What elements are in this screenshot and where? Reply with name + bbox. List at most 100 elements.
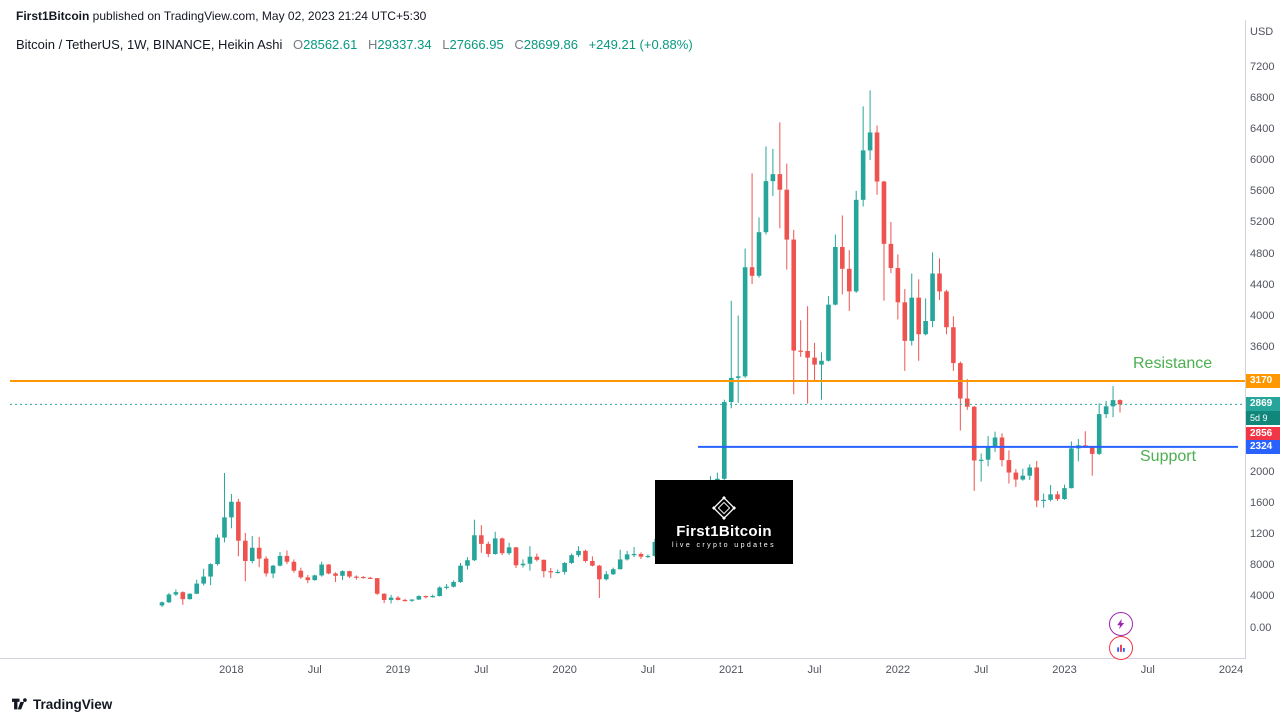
chart-stats-badge[interactable] (1109, 636, 1133, 660)
candle-body (617, 559, 623, 570)
tradingview-footer[interactable]: TradingView (12, 693, 112, 715)
candle-body (964, 398, 970, 407)
candle-body (402, 599, 408, 602)
candle-body (437, 587, 442, 597)
last-price-flag[interactable]: 2869 (1246, 397, 1280, 412)
candle-body (548, 571, 554, 573)
candle-body (902, 302, 908, 341)
candle-body (222, 517, 227, 538)
candle-body (249, 547, 255, 561)
candle-body (937, 273, 942, 292)
time-axis[interactable]: 2018 Jul 2019 Jul 2020 Jul 2021 Jul 2022 Jul 2023 J… (0, 658, 1246, 683)
candle-body (555, 571, 560, 574)
candle-body (180, 592, 186, 600)
candle-body (583, 550, 588, 561)
price-tick: 1200 (1250, 528, 1275, 540)
candle-body (520, 563, 526, 566)
candle-body (819, 360, 824, 365)
price-axis[interactable]: USD 7200 6800 6400 6000 5600 5200 4800 4400 4000… (1245, 20, 1280, 658)
candle-body (194, 583, 200, 594)
author-name: First1Bitcoin (16, 9, 90, 23)
candle-body (173, 592, 179, 595)
candle-body (485, 543, 491, 554)
candle-body (305, 577, 311, 581)
candle-body (860, 150, 866, 200)
candle-body (944, 291, 949, 328)
candle-body (256, 547, 262, 559)
symbol-legend[interactable]: Bitcoin / TetherUS, 1W, BINANCE, Heikin … (16, 37, 693, 52)
candle-body (971, 406, 977, 461)
candle-body (409, 599, 415, 601)
candle-body (527, 556, 533, 564)
time-tick: Jul (1140, 664, 1155, 676)
candle-body (347, 571, 352, 577)
candle-body (624, 554, 630, 560)
candle-body (923, 321, 928, 335)
candle-body (985, 446, 991, 460)
time-tick: 2020 (552, 664, 577, 676)
candle-body (263, 558, 269, 574)
time-tick: Jul (974, 664, 989, 676)
candle-body (243, 540, 248, 561)
price-tick: 1600 (1250, 496, 1275, 509)
heikin-ashi-candle-series[interactable] (159, 90, 1123, 607)
time-tick: 2021 (718, 664, 744, 676)
candle-body (1048, 494, 1053, 500)
price-tick: 4000 (1250, 590, 1275, 603)
diamond-logo-icon (711, 495, 737, 521)
open-label: O (293, 37, 304, 52)
candle-body (291, 561, 297, 571)
close-value: 28699.86 (523, 37, 578, 52)
candle-body (812, 357, 817, 365)
candle-body (1096, 414, 1102, 454)
candle-body (1013, 472, 1019, 480)
candle-body (381, 593, 387, 600)
candle-body (631, 553, 637, 556)
candle-body (277, 555, 283, 566)
candle-body (798, 350, 803, 352)
price-tick: 5600 (1250, 185, 1275, 198)
time-tick: 2019 (385, 664, 411, 676)
candle-body (881, 181, 887, 244)
candle-body (916, 297, 921, 335)
time-tick: 2018 (219, 664, 244, 676)
support-price-flag[interactable]: 2324 (1246, 439, 1280, 454)
price-tick: 2000 (1250, 465, 1275, 478)
resistance-price-flag[interactable]: 3170 (1246, 374, 1280, 388)
time-tick: Jul (807, 664, 822, 676)
candle-body (284, 555, 290, 562)
support-label[interactable]: Support (1140, 448, 1197, 465)
candle-body (166, 594, 172, 603)
symbol-title[interactable]: Bitcoin / TetherUS, 1W, BINANCE, Heikin … (16, 37, 283, 52)
time-tick: Jul (474, 664, 489, 676)
candle-body (1055, 494, 1060, 500)
price-tick: 3600 (1250, 341, 1275, 353)
candle-body (1020, 475, 1026, 480)
candle-body (638, 553, 644, 557)
resistance-label[interactable]: Resistance (1133, 355, 1213, 372)
candle-body (298, 570, 304, 578)
price-tick: 5200 (1250, 216, 1275, 229)
candle-body (826, 304, 831, 361)
candle-body (722, 402, 727, 479)
candle-body (1117, 400, 1123, 405)
candle-body (326, 564, 331, 574)
candle-body (374, 578, 380, 594)
high-value: 29337.34 (377, 37, 432, 52)
high-label: H (367, 37, 378, 52)
candle-body (951, 327, 956, 364)
candle-body (423, 596, 429, 598)
candle-body (270, 565, 276, 574)
open-price-flag[interactable]: 2856 (1246, 426, 1280, 441)
candle-body (354, 576, 359, 578)
price-tick: 0.00 (1250, 621, 1272, 634)
candle-body (1069, 448, 1074, 489)
candle-body (430, 596, 436, 598)
candle-body (361, 576, 366, 579)
candle-body (603, 574, 609, 580)
channel-watermark: First1Bitcoin live crypto updates (655, 480, 793, 564)
candle-body (930, 273, 935, 322)
currency-label: USD (1250, 26, 1274, 38)
boost-badge[interactable] (1109, 612, 1133, 636)
